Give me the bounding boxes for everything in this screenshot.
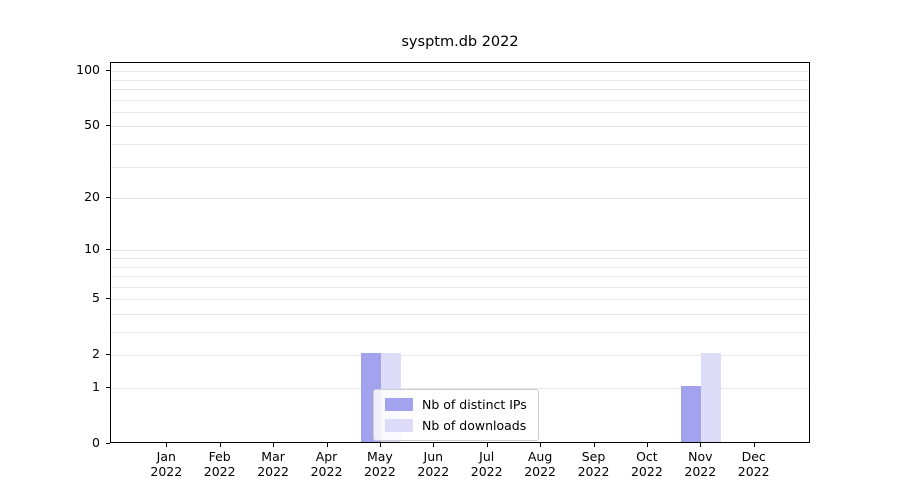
gridline-10 (111, 250, 809, 252)
x-tick-label-sep: Sep 2022 (577, 449, 610, 479)
legend-swatch-distinct-ips (385, 398, 413, 411)
gridline-40 (111, 144, 809, 145)
gridline-1 (111, 388, 809, 389)
chart-title: sysptm.db 2022 (401, 34, 519, 50)
gridline-2 (111, 355, 809, 357)
plot-area: Nb of distinct IPs Nb of downloads (110, 62, 810, 443)
legend-item-distinct-ips: Nb of distinct IPs (385, 397, 527, 412)
x-tick-label-feb: Feb 2022 (203, 449, 236, 479)
legend: Nb of distinct IPs Nb of downloads (373, 389, 539, 441)
bar-distinct-ips-nov (681, 386, 702, 442)
y-tick-label-100: 100 (76, 62, 100, 78)
x-tick-mark-oct (646, 443, 648, 447)
gridline-8 (111, 266, 809, 268)
x-tick-mark-aug (540, 443, 542, 447)
x-tick-label-nov: Nov 2022 (684, 449, 717, 479)
x-tick-mark-sep (593, 443, 595, 447)
gridline-3 (111, 332, 809, 333)
bar-downloads-nov (701, 353, 722, 442)
x-tick-label-dec: Dec 2022 (737, 449, 770, 479)
legend-label-distinct-ips: Nb of distinct IPs (422, 397, 527, 412)
legend-item-downloads: Nb of downloads (385, 418, 527, 433)
x-tick-mark-nov (700, 443, 702, 447)
gridline-100 (111, 71, 809, 73)
gridline-50 (111, 126, 809, 128)
x-tick-mark-may (379, 443, 381, 447)
y-tick-label-10: 10 (84, 241, 100, 257)
y-tick-label-2: 2 (92, 346, 100, 362)
gridline-7 (111, 276, 809, 277)
gridline-5 (111, 299, 809, 301)
y-tick-label-0: 0 (92, 435, 100, 450)
x-tick-mark-jan (166, 443, 168, 447)
gridline-90 (111, 79, 809, 81)
x-tick-mark-jul (486, 443, 488, 447)
gridline-80 (111, 89, 809, 90)
x-tick-mark-dec (753, 443, 755, 447)
gridline-60 (111, 111, 809, 113)
gridlines-layer (111, 63, 809, 442)
y-tick-mark-0 (106, 443, 110, 444)
gridline-4 (111, 314, 809, 315)
x-tick-mark-mar (273, 443, 275, 447)
x-tick-label-mar: Mar 2022 (257, 449, 289, 479)
legend-label-downloads: Nb of downloads (422, 418, 527, 433)
y-tick-label-5: 5 (92, 290, 100, 306)
x-tick-mark-feb (219, 443, 221, 447)
x-tick-label-oct: Oct 2022 (630, 449, 663, 479)
x-tick-label-jul: Jul 2022 (470, 449, 503, 479)
x-tick-mark-jun (433, 443, 435, 447)
gridline-6 (111, 286, 809, 288)
x-tick-label-jun: Jun 2022 (417, 449, 450, 479)
x-tick-mark-apr (326, 443, 328, 447)
gridline-30 (111, 166, 809, 168)
legend-swatch-downloads (385, 419, 413, 432)
gridline-9 (111, 258, 809, 259)
y-tick-label-50: 50 (84, 117, 100, 133)
bars-layer (111, 63, 809, 442)
y-tick-label-20: 20 (84, 189, 100, 205)
y-tick-label-1: 1 (92, 379, 100, 394)
x-tick-label-jan: Jan 2022 (150, 449, 183, 479)
x-tick-label-apr: Apr 2022 (310, 449, 343, 479)
x-tick-label-may: May 2022 (363, 449, 396, 479)
gridline-20 (111, 198, 809, 200)
gridline-70 (111, 99, 809, 101)
x-tick-label-aug: Aug 2022 (524, 449, 556, 479)
